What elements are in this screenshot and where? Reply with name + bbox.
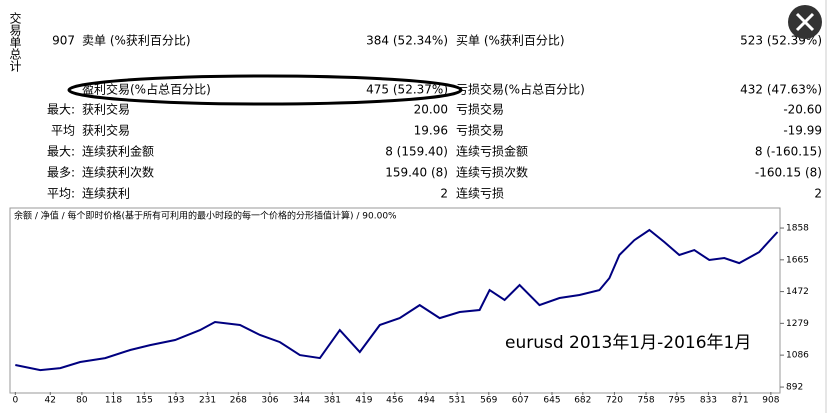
y-tick-label: 1665 — [786, 255, 809, 265]
x-tick-label: 833 — [700, 396, 717, 406]
stat-value: 2 — [440, 187, 448, 201]
row-label: 907 — [52, 34, 75, 48]
stat-value: 8 (-160.15) — [755, 145, 822, 159]
x-tick-label: 0 — [12, 396, 18, 406]
stat-value: 20.00 — [414, 103, 448, 117]
x-tick-label: 344 — [293, 396, 310, 406]
x-tick-label: 494 — [418, 396, 435, 406]
chart-panel — [9, 207, 781, 394]
stat-name: 盈利交易(%占总百分比) — [82, 82, 211, 97]
stat-value: -20.60 — [783, 103, 822, 117]
x-tick-label: 569 — [480, 396, 497, 406]
stat-value: 475 (52.37%) — [366, 83, 448, 97]
y-tick-label: 1858 — [786, 224, 809, 234]
stat-name: 连续亏损 — [456, 186, 504, 201]
stat-name: 连续获利金额 — [82, 144, 154, 159]
stat-name: 连续获利 — [82, 186, 130, 201]
side-label: 交易单总计 — [8, 11, 22, 72]
stat-value: 159.40 (8) — [385, 166, 448, 180]
y-tick-label: 1086 — [786, 351, 809, 361]
chart: 余额 / 净值 / 每个即时价格(基于所有可利用的最小时段的每一个价格的分形插值… — [12, 210, 809, 406]
row-label: 平均 — [51, 124, 75, 138]
stat-value: 2 — [814, 187, 822, 201]
x-tick-label: 42 — [45, 396, 56, 406]
stat-value: -160.15 (8) — [755, 166, 822, 180]
stat-name: 获利交易 — [82, 102, 130, 117]
stat-name: 亏损交易 — [456, 123, 504, 138]
y-tick-label: 1279 — [786, 319, 809, 329]
y-tick-label: 1472 — [786, 287, 809, 297]
row-label: 最多: — [47, 166, 75, 180]
stat-value: 8 (159.40) — [385, 145, 448, 159]
stat-name: 亏损交易(%占总百分比) — [456, 82, 585, 97]
stat-name: 获利交易 — [82, 123, 130, 138]
x-tick-label: 193 — [167, 396, 184, 406]
highlight-ellipse — [67, 74, 463, 106]
stat-value: -19.99 — [783, 124, 822, 138]
stat-value: 384 (52.34%) — [366, 34, 448, 48]
balance-line — [15, 228, 779, 372]
stat-name: 卖单 (%获利百分比) — [82, 34, 191, 48]
x-tick-label: 607 — [512, 396, 529, 406]
stat-value: 19.96 — [414, 124, 448, 138]
x-tick-label: 118 — [105, 396, 122, 406]
x-tick-label: 908 — [762, 396, 779, 406]
chart-title: 余额 / 净值 / 每个即时价格(基于所有可利用的最小时段的每一个价格的分形插值… — [14, 210, 397, 222]
x-tick-label: 80 — [76, 396, 88, 406]
close-icon — [795, 12, 815, 32]
stat-value: 432 (47.63%) — [740, 83, 822, 97]
row-label: 最大: — [47, 145, 75, 159]
stat-name: 买单 (%获利百分比) — [456, 34, 565, 48]
x-tick-label: 155 — [136, 396, 153, 406]
x-tick-label: 456 — [386, 396, 403, 406]
x-tick-label: 381 — [324, 396, 341, 406]
x-tick-label: 758 — [637, 396, 654, 406]
stat-name: 连续亏损金额 — [456, 144, 528, 159]
x-tick-label: 871 — [731, 396, 748, 406]
x-tick-label: 419 — [355, 396, 372, 406]
row-label: 平均: — [47, 187, 75, 201]
x-tick-label: 645 — [543, 396, 560, 406]
stat-name: 连续获利次数 — [82, 165, 154, 180]
x-tick-label: 720 — [606, 396, 623, 406]
row-label: 最大: — [47, 103, 75, 117]
stat-name: 亏损交易 — [456, 102, 504, 117]
x-tick-label: 682 — [574, 396, 591, 406]
x-tick-label: 795 — [668, 396, 685, 406]
x-tick-label: 306 — [261, 396, 278, 406]
x-tick-label: 231 — [199, 396, 216, 406]
annotation: eurusd 2013年1月-2016年1月 — [505, 333, 751, 353]
stat-name: 连续亏损次数 — [456, 165, 528, 180]
y-tick-label: 892 — [786, 383, 803, 393]
x-tick-label: 531 — [449, 396, 466, 406]
x-tick-label: 268 — [230, 396, 247, 406]
